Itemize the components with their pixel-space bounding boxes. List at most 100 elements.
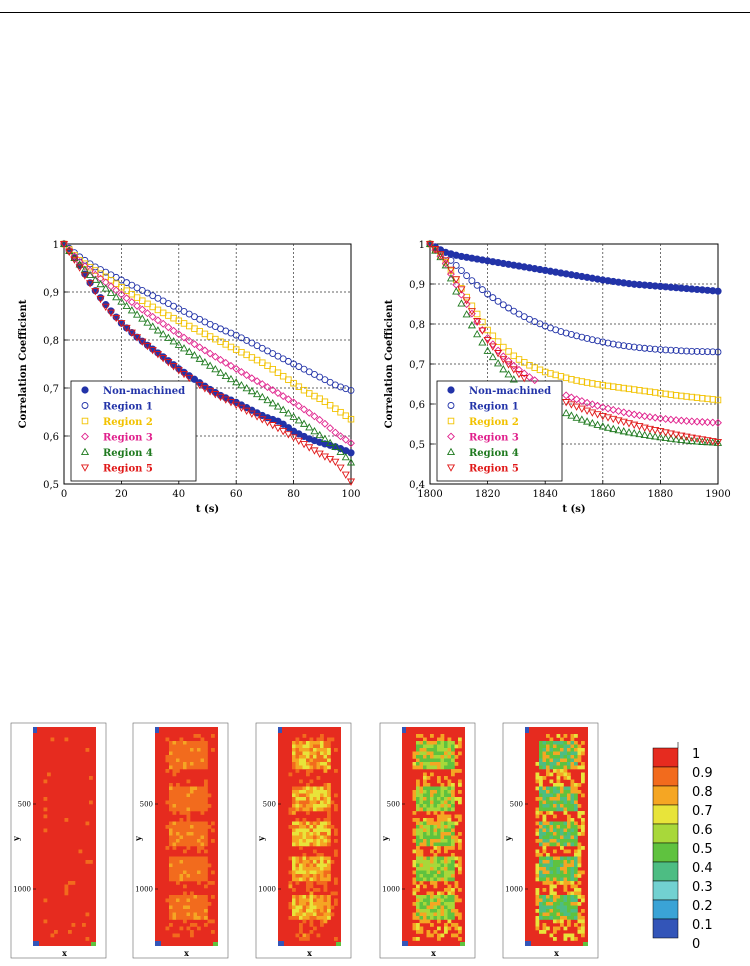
heatmap-cell [423,772,427,777]
heatmap-cell [437,874,441,878]
heatmap-cell [419,881,424,885]
data-point [216,355,225,364]
heatmap-cell [546,769,550,773]
heatmap-cell [200,909,205,913]
heatmap-cell [193,755,198,759]
heatmap-cell [316,902,321,906]
heatmap-cell [316,863,321,868]
heatmap-cell [577,902,582,906]
heatmap-cell [419,758,424,763]
heatmap-cell [309,737,314,742]
heatmap-cell [327,811,331,815]
heatmap-cell [186,846,191,850]
heatmap-cell [574,800,578,805]
data-point [70,252,79,261]
heatmap-cell [419,856,424,861]
heatmap-cell [316,877,321,882]
data-point [687,417,696,426]
heatmap-cell [556,772,561,777]
heatmap-cell [437,828,441,833]
heatmap-cell [440,839,445,843]
corner-mark [278,727,282,733]
heatmap-cell [292,895,296,899]
heatmap-cell [186,755,191,759]
heatmap-cell [560,737,564,742]
data-point [672,431,681,439]
heatmap-cell [316,881,321,885]
heatmap-cell [316,751,321,756]
heatmap-cell [309,790,314,794]
heatmap-cell [306,905,310,910]
heatmap-cell [309,741,314,745]
heatmap-cell [546,863,550,868]
heatmap-cell [323,863,328,868]
heatmap-cell [193,748,198,752]
heatmap-cell [179,835,184,840]
heatmap-cell [299,898,303,903]
heatmap-cell [419,839,424,843]
heatmap-cell [444,821,448,826]
heatmap-cell [179,762,184,766]
heatmap-cell [423,758,427,763]
heatmap-cell [179,818,184,822]
heatmap-cell [553,905,557,910]
heatmap-cell [437,751,441,756]
heatmap-cell [535,898,540,903]
heatmap-cell [334,902,338,906]
data-point [75,260,84,268]
heatmap-cell [306,870,310,875]
heatmap-cell [176,863,180,868]
heatmap-cell [560,755,564,759]
heatmap-cell [426,790,431,794]
x-axis-label: t (s) [562,504,585,515]
heatmap-cell [423,793,427,798]
corner-mark [460,942,465,946]
heatmap-cell [574,863,578,868]
heatmap-cell [306,867,310,871]
heatmap-cell [190,842,194,847]
heatmap-cell [50,933,55,938]
heatmap-cell [542,930,547,934]
heatmap-cell [316,765,321,770]
heatmap-cell [176,828,180,833]
heatmap-cell [549,755,554,759]
data-point [577,405,586,413]
heatmap-cell [454,881,459,885]
heatmap-cell [323,790,328,794]
data-point [326,424,335,433]
heatmap-cell [309,758,314,763]
heatmap-cell [179,877,184,882]
heatmap-cell [574,751,578,756]
heatmap-cell [556,762,561,766]
heatmap-cell [553,769,557,773]
heatmap-cell [574,898,578,903]
heatmap-cell [574,741,578,745]
heatmap-cell [546,916,550,920]
data-point [619,427,628,435]
heatmap-cell [327,818,331,822]
data-point [467,321,476,329]
y-axis-label: y [503,836,513,842]
heatmap-cell [197,800,201,805]
heatmap-cell [539,811,543,815]
heatmap-cell [85,748,90,752]
heatmap-cell [412,937,417,941]
heatmap-cell [451,804,455,808]
heatmap-cell [581,895,585,899]
heatmap-cell [200,863,205,868]
heatmap-cell [169,856,173,861]
data-point [692,435,702,443]
heatmap-cell [440,751,445,756]
data-point [677,435,686,443]
heatmap-cell [64,884,69,889]
heatmap-cell [454,923,459,927]
heatmap-cell [423,839,427,843]
heatmap-cell [553,926,557,931]
heatmap-cell [197,846,201,850]
heatmap-cell [556,867,561,871]
heatmap-cell [419,793,424,798]
heatmap-cell [577,748,582,752]
heatmap-cell [186,898,191,903]
heatmap-cell [309,867,314,871]
